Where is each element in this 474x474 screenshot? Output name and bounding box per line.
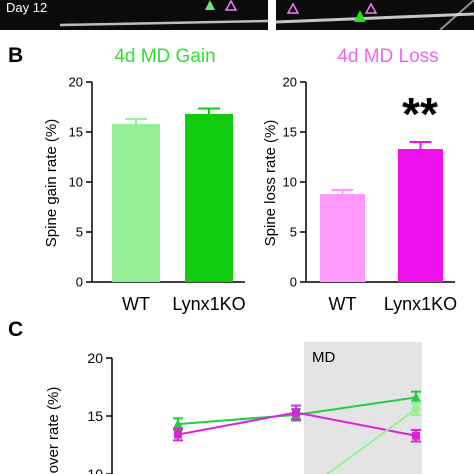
- loss-filled-marker-icon: [354, 10, 366, 22]
- y-tick-label: 15: [283, 125, 297, 140]
- bar: [398, 149, 443, 282]
- data-point: [174, 430, 182, 439]
- y-tick-label: 5: [76, 225, 83, 240]
- panel-label-c: C: [8, 318, 23, 341]
- data-point: [411, 392, 421, 402]
- y-tick-label: 15: [87, 408, 103, 424]
- gain-bar-chart: 4d MD Gain Spine gain rate (%) 0 5 10 15 20 W…: [43, 46, 246, 314]
- bar: [320, 194, 365, 282]
- chart-title: 4d MD Gain: [114, 46, 215, 67]
- y-tick-label: 5: [290, 225, 297, 240]
- loss-marker-icon: [224, 0, 238, 11]
- micrograph-left: [0, 0, 268, 30]
- y-tick-label: 20: [69, 75, 83, 90]
- dendrite-left: [59, 19, 269, 27]
- y-tick-label: 15: [69, 125, 83, 140]
- loss-marker-icon: [286, 2, 300, 14]
- loss-marker-icon: [364, 2, 378, 14]
- data-point: [173, 419, 183, 429]
- data-point: [412, 431, 420, 440]
- dendrite-right: [275, 12, 474, 24]
- y-tick-label: 20: [283, 75, 297, 90]
- data-point: [411, 404, 421, 414]
- loss-bar-chart: 4d MD Loss Spine loss rate (%) ** 0 5 10 15…: [262, 46, 457, 314]
- y-tick-label: 0: [290, 275, 297, 290]
- x-tick-label: Lynx1KO: [384, 294, 457, 314]
- md-shaded-region: [304, 342, 422, 474]
- y-tick-label: 20: [87, 350, 103, 366]
- x-tick-label: Lynx1KO: [172, 294, 245, 314]
- day-label: Day 12: [6, 0, 47, 15]
- x-tick-label: WT: [122, 294, 150, 314]
- md-region-label: MD: [312, 349, 335, 366]
- y-tick-label: 10: [69, 175, 83, 190]
- significance-label: **: [402, 88, 438, 140]
- panel-label-b: B: [8, 44, 23, 67]
- y-axis-label: over rate (%): [45, 387, 62, 474]
- panel-a: Day 12: [0, 0, 474, 31]
- bar: [112, 124, 160, 282]
- series-line: [325, 408, 417, 474]
- chart-title: 4d MD Loss: [337, 46, 438, 67]
- y-axis-label: Spine loss rate (%): [262, 120, 279, 247]
- y-tick-label: 10: [87, 466, 103, 474]
- x-tick-label: WT: [329, 294, 357, 314]
- data-point: [292, 408, 300, 417]
- bar: [185, 114, 233, 282]
- y-axis-label: Spine gain rate (%): [43, 119, 60, 247]
- y-tick-label: 0: [76, 275, 83, 290]
- dendrite-branch: [439, 0, 474, 31]
- gain-marker-icon: [205, 0, 215, 10]
- timecourse-line-chart: MD over rate (%) 10 15 20: [45, 342, 422, 474]
- y-tick-label: 10: [283, 175, 297, 190]
